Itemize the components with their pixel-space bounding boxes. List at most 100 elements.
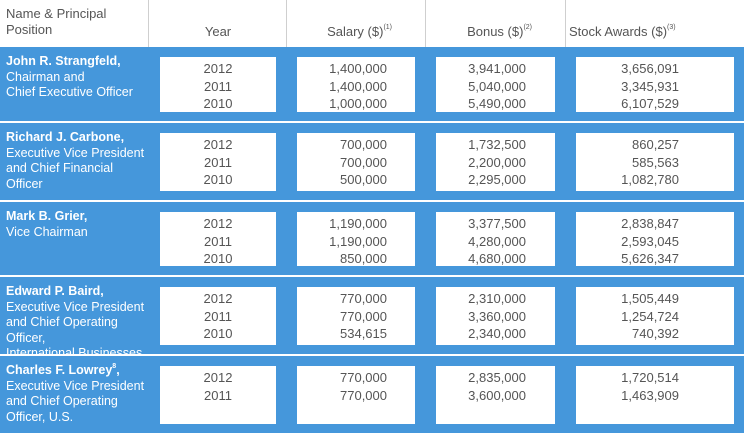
value-box: 1,505,449 1,254,724 740,392 bbox=[576, 287, 734, 345]
years-value: 2011 bbox=[204, 233, 232, 249]
value-box: 1,190,000 1,190,000 850,000 bbox=[297, 212, 415, 266]
name-suffix: , bbox=[116, 363, 120, 377]
bonus-value: 5,490,000 bbox=[468, 96, 526, 111]
executive-title: Executive Vice President bbox=[6, 378, 145, 393]
stock-value: 1,720,514 bbox=[621, 370, 679, 385]
footnote-ref: (2) bbox=[523, 24, 532, 31]
years-value: 2011 bbox=[204, 387, 232, 403]
salary-value: 770,000 bbox=[340, 370, 387, 385]
stock-value: 860,257 bbox=[632, 137, 679, 152]
divider bbox=[148, 0, 149, 47]
executive-title: and Chief Operating Officer, bbox=[6, 315, 118, 345]
bonus-value: 4,280,000 bbox=[468, 233, 526, 249]
bonus-value: 1,732,500 bbox=[468, 137, 526, 152]
years-value: 2012 bbox=[203, 370, 233, 385]
salary-value: 770,000 bbox=[340, 308, 387, 324]
footnote-ref: 8 bbox=[112, 363, 117, 370]
executive-title: Executive Vice President bbox=[6, 145, 145, 160]
salary-value: 770,000 bbox=[340, 291, 387, 306]
executive-title: and Chief Operating bbox=[6, 394, 118, 408]
salary-value: 500,000 bbox=[340, 172, 387, 187]
value-box: 1,400,000 1,400,000 1,000,000 bbox=[297, 57, 415, 112]
executive-name: Edward P. Baird, bbox=[6, 284, 148, 300]
salary-value: 1,400,000 bbox=[329, 61, 387, 76]
executive-name: John R. Strangfeld, bbox=[6, 54, 148, 70]
header-bonus-text: Bonus ($) bbox=[467, 24, 524, 39]
stock-value: 585,563 bbox=[632, 154, 679, 170]
executive-name: Mark B. Grier, bbox=[6, 209, 148, 225]
value-box: 860,257 585,563 1,082,780 bbox=[576, 133, 734, 191]
bonus-value: 5,040,000 bbox=[468, 78, 526, 94]
years-value: 2010 bbox=[203, 251, 233, 266]
years-value: 2010 bbox=[203, 172, 233, 187]
value-box: 3,656,091 3,345,931 6,107,529 bbox=[576, 57, 734, 112]
header-stock-text: Stock Awards ($) bbox=[569, 24, 668, 39]
value-box: 2,835,000 3,600,000 bbox=[436, 366, 555, 424]
stock-value: 2,838,847 bbox=[621, 216, 679, 231]
salary-value: 770,000 bbox=[340, 387, 387, 403]
years-value: 2011 bbox=[204, 78, 232, 94]
years-value: 2012 bbox=[203, 291, 233, 306]
years-value: 2012 bbox=[203, 137, 233, 152]
bonus-value: 3,941,000 bbox=[468, 61, 526, 76]
stock-value: 1,505,449 bbox=[621, 291, 679, 306]
years-value: 2012 bbox=[203, 61, 233, 76]
header-year: Year bbox=[204, 24, 232, 39]
bonus-value: 2,340,000 bbox=[468, 326, 526, 341]
salary-value: 1,190,000 bbox=[329, 216, 387, 231]
bonus-value: 3,600,000 bbox=[468, 387, 526, 403]
name-cell: Richard J. Carbone, Executive Vice Presid… bbox=[6, 130, 148, 192]
salary-value: 700,000 bbox=[340, 137, 387, 152]
value-box: 770,000 770,000 bbox=[297, 366, 415, 424]
value-box: 2,310,000 3,360,000 2,340,000 bbox=[436, 287, 555, 345]
bonus-value: 3,377,500 bbox=[468, 216, 526, 231]
stock-value: 740,392 bbox=[632, 326, 679, 341]
stock-value: 1,254,724 bbox=[621, 308, 679, 324]
header-stock: Stock Awards ($)(3) bbox=[569, 24, 739, 40]
salary-value: 534,615 bbox=[340, 326, 387, 341]
executive-name: Charles F. Lowrey8, bbox=[6, 363, 148, 379]
executive-title: and Chief Financial Officer bbox=[6, 161, 114, 191]
bonus-value: 2,310,000 bbox=[468, 291, 526, 306]
name-cell: Charles F. Lowrey8, Executive Vice Presid… bbox=[6, 363, 148, 425]
header-salary-text: Salary ($) bbox=[327, 24, 384, 39]
divider bbox=[286, 0, 287, 47]
name-cell: John R. Strangfeld, Chairman and Chief Exe… bbox=[6, 54, 148, 101]
stock-value: 6,107,529 bbox=[621, 96, 679, 111]
salary-value: 1,000,000 bbox=[329, 96, 387, 111]
executive-title: Vice Chairman bbox=[6, 224, 88, 239]
value-box: 2,838,847 2,593,045 5,626,347 bbox=[576, 212, 734, 266]
executive-title: Chief Executive Officer bbox=[6, 85, 133, 99]
salary-value: 1,190,000 bbox=[329, 233, 387, 249]
name-text: Mark B. Grier, bbox=[6, 209, 88, 223]
value-box: 700,000 700,000 500,000 bbox=[297, 133, 415, 191]
executive-name: Richard J. Carbone, bbox=[6, 130, 148, 146]
name-text: Charles F. Lowrey bbox=[6, 363, 113, 377]
years-value: 2010 bbox=[203, 326, 233, 341]
salary-value: 1,400,000 bbox=[329, 78, 387, 94]
bonus-value: 3,360,000 bbox=[468, 308, 526, 324]
salary-value: 850,000 bbox=[340, 251, 387, 266]
value-box: 2012 2011 2010 bbox=[160, 212, 276, 266]
value-box: 1,720,514 1,463,909 bbox=[576, 366, 734, 424]
name-cell: Edward P. Baird, Executive Vice President… bbox=[6, 284, 148, 362]
executive-title: Officer, U.S. bbox=[6, 409, 74, 424]
value-box: 2012 2011 bbox=[160, 366, 276, 424]
bonus-value: 2,295,000 bbox=[468, 172, 526, 187]
divider bbox=[425, 0, 426, 47]
value-box: 1,732,500 2,200,000 2,295,000 bbox=[436, 133, 555, 191]
value-box: 2012 2011 2010 bbox=[160, 287, 276, 345]
header-salary: Salary ($)(1) bbox=[288, 24, 392, 40]
years-value: 2012 bbox=[203, 216, 233, 231]
bonus-value: 4,680,000 bbox=[468, 251, 526, 266]
divider bbox=[565, 0, 566, 47]
name-cell: Mark B. Grier, Vice Chairman bbox=[6, 209, 148, 240]
value-box: 770,000 770,000 534,615 bbox=[297, 287, 415, 345]
name-text: John R. Strangfeld, bbox=[6, 54, 121, 68]
stock-value: 3,656,091 bbox=[621, 61, 679, 76]
stock-value: 5,626,347 bbox=[621, 251, 679, 266]
stock-value: 2,593,045 bbox=[621, 233, 679, 249]
value-box: 3,377,500 4,280,000 4,680,000 bbox=[436, 212, 555, 266]
years-value: 2010 bbox=[203, 96, 233, 111]
